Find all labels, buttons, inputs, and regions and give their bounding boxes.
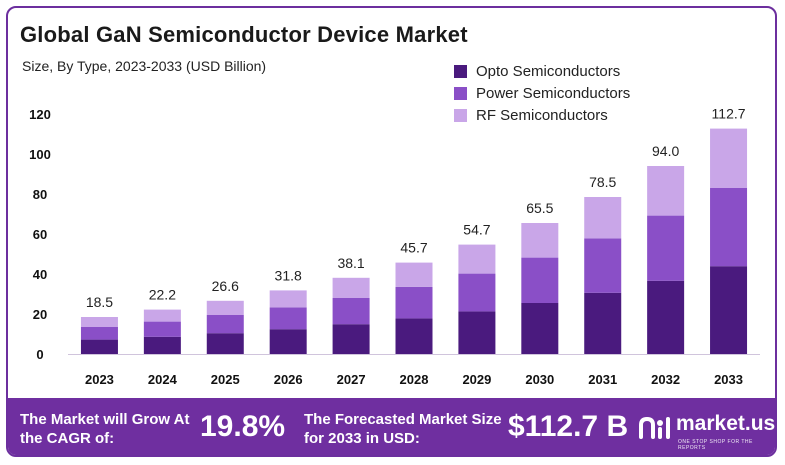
legend-label-opto: Opto Semiconductors — [476, 62, 621, 80]
bar-segment-power — [143, 321, 181, 337]
bar-segment-power — [395, 286, 433, 319]
x-tick-label: 2031 — [588, 372, 617, 387]
legend-swatch-opto — [454, 64, 467, 78]
bar-segment-power — [521, 257, 559, 303]
bar-segment-opto — [584, 292, 622, 354]
y-tick-label: 100 — [29, 147, 51, 162]
x-tick-label: 2023 — [85, 372, 114, 387]
x-tick-label: 2026 — [274, 372, 303, 387]
bar-segment-rf — [206, 300, 244, 315]
bar-segment-rf — [458, 244, 496, 274]
y-tick-label: 40 — [33, 267, 47, 282]
bar-segment-power — [647, 215, 685, 281]
legend-item-rf: RF Semiconductors — [454, 104, 630, 126]
bar-segment-opto — [647, 280, 685, 354]
bar-segment-opto — [332, 324, 370, 354]
cagr-value: 19.8% — [200, 410, 286, 443]
bar-segment-opto — [269, 329, 307, 354]
bar-segment-rf — [269, 290, 307, 308]
chart-subtitle: Size, By Type, 2023-2033 (USD Billion) — [22, 58, 267, 74]
bar-segment-rf — [80, 317, 118, 327]
bar-segment-power — [584, 238, 622, 293]
legend-swatch-rf — [454, 108, 467, 122]
x-tick-label: 2025 — [211, 372, 240, 387]
bar-segment-rf — [395, 262, 433, 287]
bar-segment-power — [206, 315, 244, 334]
x-tick-label: 2030 — [525, 372, 554, 387]
x-tick-label: 2027 — [337, 372, 366, 387]
bar-segment-rf — [710, 128, 748, 188]
x-tick-label: 2024 — [148, 372, 178, 387]
bar-total-label: 78.5 — [589, 174, 616, 190]
bar-total-label: 54.7 — [463, 222, 490, 238]
legend-swatch-power — [454, 86, 467, 100]
bar-total-label: 45.7 — [400, 240, 427, 256]
y-tick-label: 0 — [36, 347, 43, 362]
bar-total-label: 18.5 — [86, 294, 113, 310]
legend: Opto Semiconductors Power Semiconductors… — [454, 60, 630, 126]
brand-tagline: ONE STOP SHOP FOR THE REPORTS — [678, 439, 753, 451]
bar-segment-power — [269, 307, 307, 330]
bar-segment-power — [332, 298, 370, 325]
bar-segment-rf — [521, 223, 559, 258]
bar-segment-opto — [710, 266, 748, 354]
bar-total-label: 65.5 — [526, 200, 553, 216]
bar-segment-power — [458, 273, 496, 312]
y-tick-label: 60 — [33, 227, 47, 242]
bar-segment-power — [710, 188, 748, 267]
bar-segment-opto — [143, 336, 181, 354]
bar-total-label: 38.1 — [337, 255, 364, 271]
chart-frame: Global GaN Semiconductor Device Market S… — [6, 6, 777, 457]
forecast-label: The Forecasted Market Size for 2033 in U… — [304, 411, 502, 447]
x-tick-label: 2033 — [714, 372, 743, 387]
bar-segment-opto — [395, 318, 433, 354]
brand-name: market.us — [676, 412, 776, 435]
x-tick-label: 2029 — [462, 372, 491, 387]
x-tick-label: 2032 — [651, 372, 680, 387]
bar-segment-opto — [521, 303, 559, 354]
cagr-label: The Market will Grow At the CAGR of: — [20, 411, 190, 447]
bar-total-label: 31.8 — [275, 267, 302, 283]
bar-segment-opto — [458, 311, 496, 354]
brand-logo-icon — [639, 416, 670, 439]
footer-banner: The Market will Grow At the CAGR of: 19.… — [8, 398, 776, 455]
bar-chart: 0 20 40 60 80 100 120 18.5 2023 22.2 2024 26.6 2025 3… — [29, 106, 760, 387]
bar-total-label: 22.2 — [149, 287, 176, 303]
y-tick-label: 120 — [29, 107, 51, 122]
bar-segment-rf — [143, 309, 181, 322]
legend-label-power: Power Semiconductors — [476, 84, 631, 102]
bar-segment-rf — [584, 197, 622, 239]
y-tick-label: 80 — [33, 187, 47, 202]
bar-total-label: 26.6 — [212, 278, 239, 294]
y-tick-label: 20 — [33, 307, 47, 322]
forecast-value: $112.7 B — [508, 410, 629, 443]
bar-total-label: 94.0 — [652, 143, 679, 159]
legend-item-power: Power Semiconductors — [454, 82, 630, 104]
legend-item-opto: Opto Semiconductors — [454, 60, 630, 82]
x-tick-label: 2028 — [400, 372, 429, 387]
bar-segment-power — [80, 327, 118, 340]
bar-segment-rf — [332, 277, 370, 298]
bar-segment-opto — [80, 339, 118, 354]
bar-segment-rf — [647, 166, 685, 216]
bar-segment-opto — [206, 333, 244, 354]
chart-title: Global GaN Semiconductor Device Market — [20, 22, 468, 47]
bar-total-label: 112.7 — [712, 106, 746, 122]
legend-label-rf: RF Semiconductors — [476, 106, 608, 124]
